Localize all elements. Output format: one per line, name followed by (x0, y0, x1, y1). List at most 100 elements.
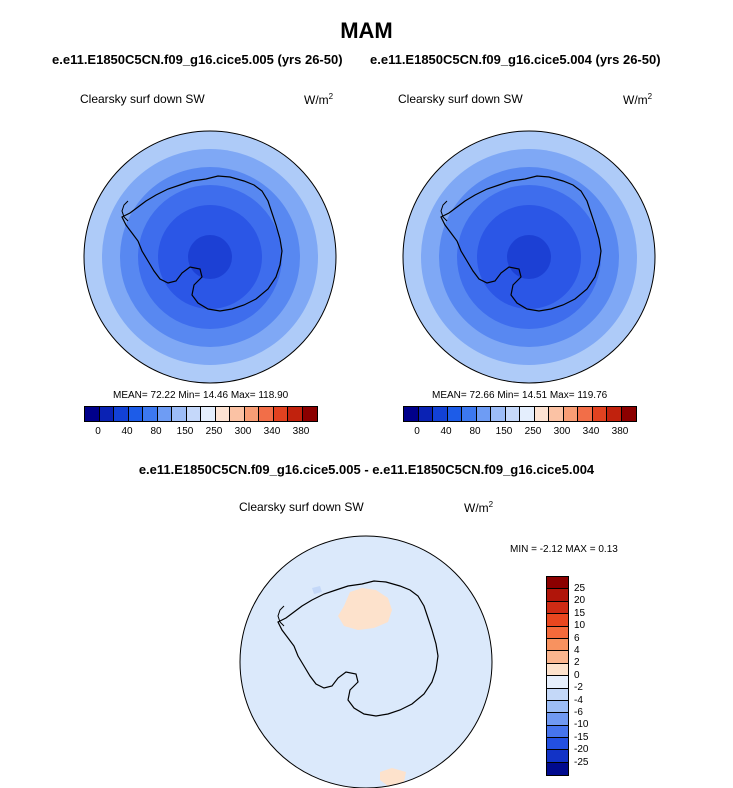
colorbar-swatch (259, 407, 274, 421)
colorbar-tick-label: -25 (574, 756, 589, 768)
colorbar-tick-label: 80 (150, 426, 162, 437)
colorbar-swatch (549, 407, 564, 421)
colorbar-tick-label: 40 (121, 426, 133, 437)
colorbar-swatch (563, 407, 578, 421)
colorbar-swatch (288, 407, 303, 421)
colorbar-tick-label: 6 (574, 632, 580, 644)
colorbar-tick-label: -10 (574, 719, 589, 731)
colorbar-swatch (201, 407, 216, 421)
colorbar-tick-label: 380 (611, 426, 629, 437)
map-border (239, 535, 493, 788)
colorbar-tick-label: -6 (574, 707, 583, 718)
left-colorbar (84, 406, 318, 422)
colorbar-tick-label: 300 (234, 426, 252, 437)
colorbar-swatch (302, 407, 317, 421)
colorbar-swatch (462, 407, 477, 421)
colorbar-swatch (491, 407, 506, 421)
colorbar-swatch (547, 663, 568, 677)
colorbar-swatch (547, 700, 568, 714)
colorbar-swatch (547, 638, 568, 652)
colorbar-tick-label: 0 (574, 669, 580, 681)
field-band-6 (507, 235, 551, 279)
colorbar-swatch (128, 407, 143, 421)
colorbar-swatch (578, 407, 593, 421)
colorbar-swatch (547, 725, 568, 739)
colorbar-swatch (547, 676, 568, 689)
colorbar-tick-label: -20 (574, 744, 589, 756)
right-case-title: e.e11.E1850C5CN.f09_g16.cice5.004 (yrs 2… (370, 52, 661, 67)
colorbar-swatch (547, 713, 568, 726)
colorbar-tick-label: 250 (205, 426, 223, 437)
colorbar-swatch (418, 407, 433, 421)
diff-positive-patch-2 (380, 768, 406, 786)
colorbar-swatch (433, 407, 448, 421)
colorbar-tick-label: 0 (414, 426, 420, 437)
colorbar-tick-label: 380 (292, 426, 310, 437)
colorbar-swatch (547, 577, 568, 590)
colorbar-swatch (476, 407, 491, 421)
colorbar-tick-label: -2 (574, 682, 583, 694)
colorbar-swatch (547, 762, 568, 776)
colorbar-swatch (547, 688, 568, 701)
colorbar-swatch (244, 407, 259, 421)
colorbar-swatch (592, 407, 607, 421)
colorbar-swatch (157, 407, 172, 421)
diff-panel-units: W/m2 (464, 500, 494, 515)
colorbar-swatch (547, 589, 568, 602)
colorbar-tick-label: 0 (95, 426, 101, 437)
right-panel-title: Clearsky surf down SW (398, 92, 523, 106)
colorbar-swatch (547, 750, 568, 763)
antarctica-coastline (121, 175, 283, 312)
left-map (83, 130, 337, 384)
colorbar-tick-label: 2 (574, 657, 580, 669)
colorbar-tick-label: 80 (469, 426, 481, 437)
colorbar-tick-label: 15 (574, 607, 586, 619)
colorbar-swatch (447, 407, 462, 421)
map-border (402, 130, 656, 384)
colorbar-tick-label: -4 (574, 694, 583, 706)
colorbar-swatch (215, 407, 230, 421)
colorbar-swatch (607, 407, 622, 421)
diff-positive-patch (338, 588, 392, 630)
colorbar-swatch (621, 407, 636, 421)
colorbar-swatch (547, 614, 568, 627)
colorbar-swatch (85, 407, 100, 421)
diff-negative-patch (312, 586, 322, 594)
colorbar-swatch (505, 407, 520, 421)
colorbar-tick-label: 340 (582, 426, 600, 437)
diff-background (240, 536, 492, 788)
peninsula-coastline (121, 200, 129, 222)
colorbar-swatch (547, 738, 568, 751)
right-map (402, 130, 656, 384)
colorbar-tick-label: 4 (574, 645, 580, 656)
colorbar-tick-label: 150 (176, 426, 194, 437)
colorbar-tick-label: 20 (574, 595, 586, 607)
colorbar-tick-label: 300 (553, 426, 571, 437)
colorbar-swatch (114, 407, 129, 421)
left-stats: MEAN= 72.22 Min= 14.46 Max= 118.90 (113, 390, 289, 401)
colorbar-swatch (404, 407, 419, 421)
field-band-6 (188, 235, 232, 279)
colorbar-tick-label: 10 (574, 620, 586, 632)
colorbar-tick-label: 40 (440, 426, 452, 437)
peninsula-coastline (277, 605, 285, 627)
colorbar-swatch (547, 651, 568, 664)
left-case-title: e.e11.E1850C5CN.f09_g16.cice5.005 (yrs 2… (52, 52, 343, 67)
peninsula-coastline (440, 200, 448, 222)
diff-panel-title: Clearsky surf down SW (239, 500, 364, 514)
colorbar-swatch (547, 626, 568, 639)
diff-title: e.e11.E1850C5CN.f09_g16.cice5.005 - e.e1… (138, 462, 595, 477)
colorbar-swatch (547, 601, 568, 615)
colorbar-swatch (172, 407, 187, 421)
colorbar-tick-label: -15 (574, 731, 589, 743)
diff-stats: MIN = -2.12 MAX = 0.13 (510, 544, 618, 555)
colorbar-tick-label: 25 (574, 583, 586, 594)
colorbar-swatch (143, 407, 158, 421)
colorbar-swatch (230, 407, 245, 421)
antarctica-coastline (440, 175, 602, 312)
colorbar-swatch (534, 407, 549, 421)
right-colorbar (403, 406, 637, 422)
right-panel-units: W/m2 (623, 92, 653, 107)
diff-colorbar (546, 576, 569, 777)
colorbar-tick-label: 250 (524, 426, 542, 437)
